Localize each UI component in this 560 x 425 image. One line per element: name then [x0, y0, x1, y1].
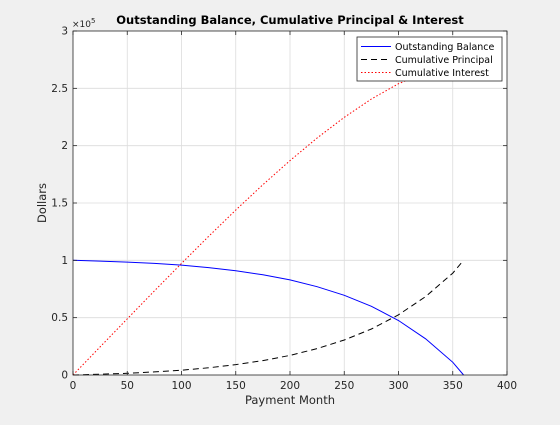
y-axis-label: Dollars	[35, 183, 49, 223]
legend-label-principal: Cumulative Principal	[395, 55, 493, 66]
x-tick-label: 300	[388, 380, 408, 392]
chart-title: Outstanding Balance, Cumulative Principa…	[116, 13, 464, 27]
grid	[73, 31, 507, 375]
series-line-cumulative-interest	[72, 65, 464, 376]
legend-label-interest: Cumulative Interest	[395, 68, 489, 79]
ticks: 0 50 100 150 200 250 300 350 400 0 0.5 1 1.5 2 2.5 3	[51, 26, 517, 393]
x-tick-label: 50	[121, 380, 134, 392]
y-axis-exponent: ×105	[72, 17, 95, 30]
y-tick-label: 2	[61, 140, 68, 152]
x-tick-label: 150	[226, 380, 246, 392]
x-tick-label: 100	[171, 380, 191, 392]
y-tick-label: 0	[61, 370, 68, 382]
y-tick-label: 3	[61, 26, 68, 38]
series-line-outstanding-balance	[72, 259, 464, 376]
series-line-cumulative-principal	[72, 259, 464, 376]
y-tick-label: 1	[61, 255, 68, 267]
x-tick-label: 350	[443, 380, 463, 392]
series-layer	[72, 65, 464, 376]
y-tick-label: 0.5	[51, 312, 68, 324]
x-tick-label: 250	[334, 380, 354, 392]
x-tick-label: 200	[280, 380, 300, 392]
y-tick-label: 1.5	[51, 198, 68, 210]
legend-label-balance: Outstanding Balance	[395, 42, 495, 53]
x-tick-label: 400	[497, 380, 517, 392]
x-axis-label: Payment Month	[245, 393, 335, 407]
y-tick-label: 2.5	[51, 83, 68, 95]
legend: Outstanding Balance Cumulative Principal…	[356, 36, 503, 82]
x-tick-label: 0	[70, 380, 77, 392]
